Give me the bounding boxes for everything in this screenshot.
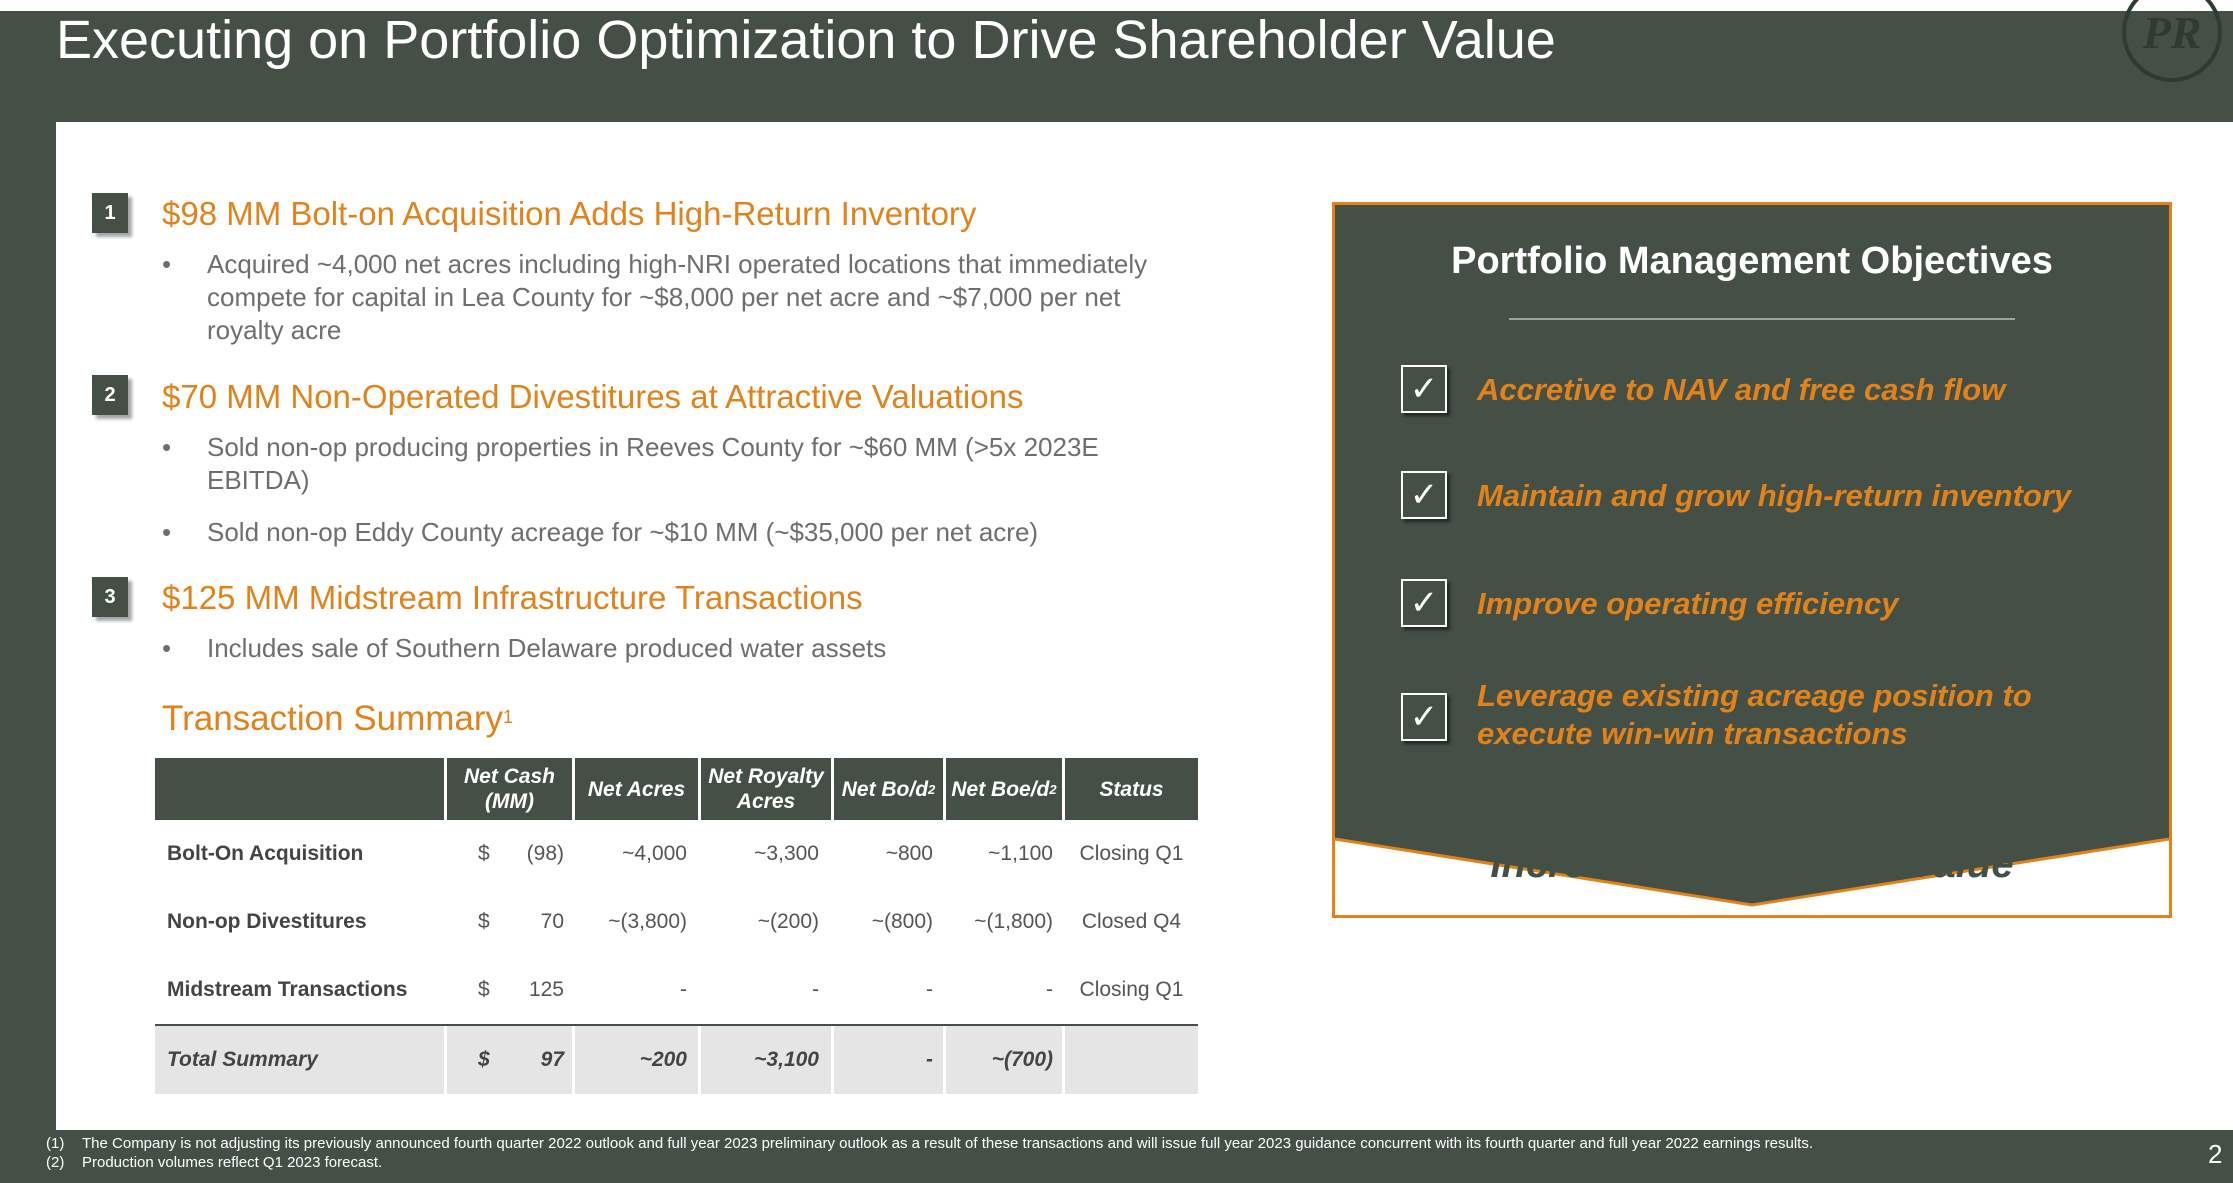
- row-name: Midstream Transactions: [167, 978, 408, 1001]
- table-row: Midstream Transactions $ 125 - - - - Clo…: [155, 956, 1198, 1024]
- section-1-bullet-1: • Acquired ~4,000 net acres including hi…: [162, 248, 1162, 348]
- total-status: [1065, 1026, 1198, 1094]
- row-net-cash: 125: [528, 978, 564, 1001]
- table-header-row: Net Cash (MM) Net Acres Net Royalty Acre…: [155, 758, 1198, 820]
- row-status: Closed Q4: [1081, 910, 1182, 933]
- footnote: (2) Production volumes reflect Q1 2023 f…: [46, 1153, 2146, 1172]
- bullet-dot: •: [162, 249, 172, 279]
- bullet-dot: •: [162, 517, 172, 547]
- section-3-number-badge: 3: [92, 577, 128, 617]
- row-net-boe: ~1,100: [988, 842, 1053, 865]
- page-number: 2: [2208, 1139, 2223, 1169]
- row-status: Closing Q1: [1079, 842, 1184, 865]
- table-total-row: Total Summary $ 97 ~200 ~3,100 - ~(700): [155, 1024, 1198, 1094]
- section-2-bullet-2: • Sold non-op Eddy County acreage for ~$…: [162, 516, 1162, 550]
- header-status: Status: [1099, 777, 1164, 801]
- header-net-bo-d: Net Bo/d 2: [841, 777, 936, 801]
- checkbox-icon: ✓: [1401, 365, 1447, 413]
- bullet-text: Includes sale of Southern Delaware produ…: [207, 633, 887, 663]
- total-currency: $: [478, 1048, 490, 1071]
- header-net-boe-d: Net Boe/d 2: [951, 777, 1057, 801]
- section-1-number-badge: 1: [92, 193, 128, 233]
- footnote-marker: 1: [503, 707, 514, 727]
- row-net-acres: ~(3,800): [608, 910, 687, 933]
- increase-shareholder-value-text: Increase Shareholder Value: [1490, 842, 2014, 886]
- section-3-title: $125 MM Midstream Infrastructure Transac…: [162, 579, 863, 616]
- total-net-bo: -: [926, 1048, 933, 1071]
- row-currency: $: [478, 978, 490, 1001]
- checkbox-icon: ✓: [1401, 579, 1447, 627]
- row-net-bo: ~(800): [871, 910, 933, 933]
- header-net-cash: Net Cash (MM): [463, 765, 556, 813]
- header-net-acres: Net Acres: [587, 777, 686, 801]
- objective-text: Improve operating efficiency: [1477, 586, 1899, 621]
- bullet-dot: •: [162, 432, 172, 462]
- top-strip: [0, 0, 2233, 11]
- objective-text: Accretive to NAV and free cash flow: [1477, 372, 2006, 407]
- row-net-acres: ~4,000: [622, 842, 687, 865]
- checkbox-icon: ✓: [1401, 693, 1447, 741]
- section-3-bullet-1: • Includes sale of Southern Delaware pro…: [162, 632, 1162, 666]
- header-blank: [155, 758, 444, 820]
- footnote-number: (1): [46, 1135, 65, 1152]
- row-net-bo: ~800: [885, 842, 933, 865]
- row-currency: $: [478, 910, 490, 933]
- row-net-cash: 70: [540, 910, 564, 933]
- row-status: Closing Q1: [1079, 978, 1184, 1001]
- total-net-royalty: ~3,100: [754, 1048, 819, 1071]
- bullet-text: Acquired ~4,000 net acres including high…: [207, 249, 1148, 345]
- portfolio-objectives-panel: Portfolio Management Objectives ✓ Accret…: [1332, 202, 2172, 918]
- row-name: Bolt-On Acquisition: [167, 842, 364, 865]
- row-net-royalty: ~(200): [757, 910, 819, 933]
- company-logo: PR: [2120, 0, 2224, 84]
- bullet-dot: •: [162, 633, 172, 663]
- page-title: Executing on Portfolio Optimization to D…: [56, 10, 1556, 70]
- row-name: Non-op Divestitures: [167, 910, 367, 933]
- row-net-acres: -: [680, 978, 687, 1001]
- panel-arrow-shape: [1335, 205, 2169, 907]
- section-2-title: $70 MM Non-Operated Divestitures at Attr…: [162, 378, 1024, 415]
- row-currency: $: [478, 842, 490, 865]
- footnote-text: The Company is not adjusting its previou…: [82, 1135, 1813, 1152]
- row-net-royalty: ~3,300: [754, 842, 819, 865]
- total-net-cash: 97: [540, 1048, 564, 1071]
- row-net-boe: ~(1,800): [974, 910, 1053, 933]
- footnotes: (1) The Company is not adjusting its pre…: [46, 1134, 2146, 1172]
- row-net-cash: (98): [526, 842, 564, 865]
- logo-text: PR: [2142, 7, 2202, 58]
- footnote-number: (2): [46, 1154, 65, 1171]
- row-net-boe: -: [1046, 978, 1053, 1001]
- row-net-royalty: -: [812, 978, 819, 1001]
- section-2-bullet-1: • Sold non-op producing properties in Re…: [162, 431, 1162, 499]
- table-row: Non-op Divestitures $ 70 ~(3,800) ~(200)…: [155, 888, 1198, 956]
- row-net-bo: -: [926, 978, 933, 1001]
- panel-divider: [1509, 318, 2015, 320]
- bullet-text: Sold non-op Eddy County acreage for ~$10…: [207, 517, 1039, 547]
- bullet-text: Sold non-op producing properties in Reev…: [207, 432, 1099, 495]
- transaction-summary-title: Transaction Summary1: [162, 699, 514, 738]
- total-name: Total Summary: [167, 1048, 318, 1071]
- header-net-royalty-acres: Net Royalty Acres: [708, 765, 824, 813]
- footnote-text: Production volumes reflect Q1 2023 forec…: [82, 1154, 383, 1171]
- content-area: 1 $98 MM Bolt-on Acquisition Adds High-R…: [56, 122, 2233, 1130]
- panel-title: Portfolio Management Objectives: [1451, 240, 2053, 282]
- objective-text: Maintain and grow high-return inventory: [1477, 478, 2072, 513]
- section-1-title: $98 MM Bolt-on Acquisition Adds High-Ret…: [162, 195, 977, 232]
- total-net-acres: ~200: [639, 1048, 687, 1071]
- table-row: Bolt-On Acquisition $ (98) ~4,000 ~3,300…: [155, 820, 1198, 888]
- total-net-boe: ~(700): [991, 1048, 1053, 1071]
- section-2-number-badge: 2: [92, 375, 128, 415]
- checkbox-icon: ✓: [1401, 471, 1447, 519]
- footnote: (1) The Company is not adjusting its pre…: [46, 1134, 2146, 1153]
- objective-text: Leverage existing acreage position to ex…: [1477, 678, 2032, 751]
